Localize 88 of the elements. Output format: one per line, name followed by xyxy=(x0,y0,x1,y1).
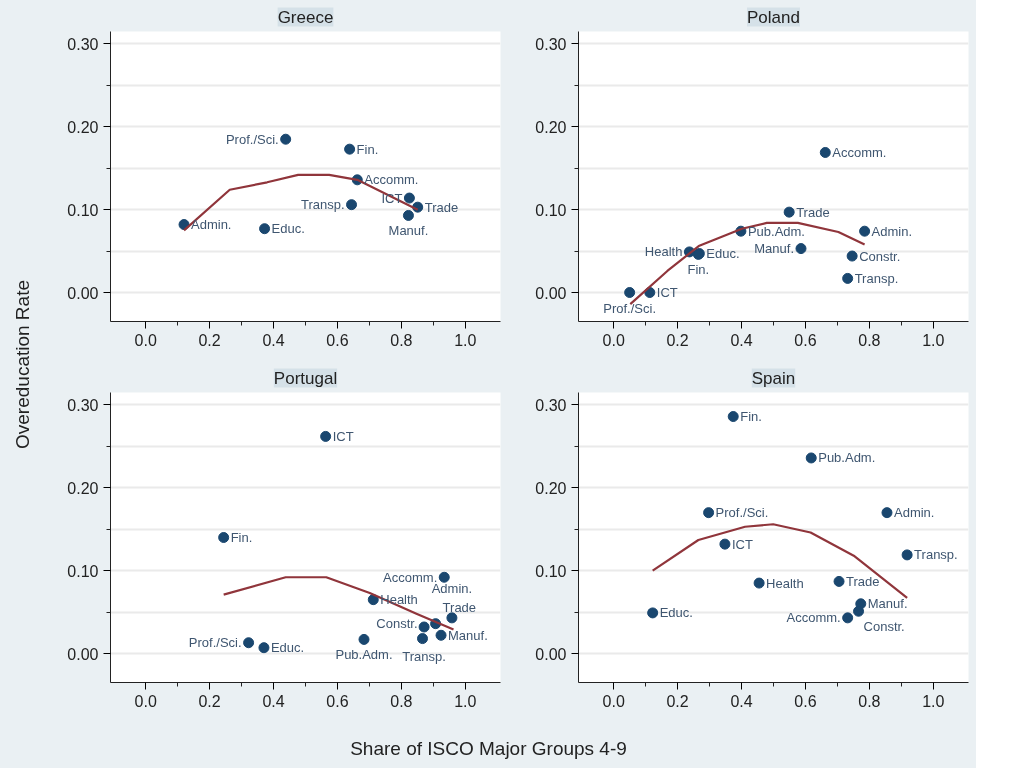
annotation: Fin. xyxy=(740,409,762,425)
x-tick-label: 0.6 xyxy=(794,692,817,710)
annotation: Health xyxy=(766,575,804,591)
x-tick-label: 0.6 xyxy=(326,692,349,710)
y-tick-label: 0.10 xyxy=(535,201,567,219)
annotation: Prof./Sci. xyxy=(188,635,242,651)
annotation: Pub.Adm. xyxy=(335,647,393,663)
annotation: Prof./Sci. xyxy=(225,131,279,147)
annotation: Fin. xyxy=(230,530,253,545)
y-tick-label: 0.00 xyxy=(535,645,567,663)
annotation: Constr. xyxy=(859,248,901,264)
y-tick-label: 0.20 xyxy=(67,479,99,497)
annotation: Transp. xyxy=(402,648,446,664)
annotation: ICT xyxy=(656,285,678,300)
annotation: Accomm. xyxy=(383,569,438,585)
y-tick-label: 0.30 xyxy=(67,35,99,53)
y-tick-label: 0.00 xyxy=(67,284,99,302)
annotation: Manuf. xyxy=(867,596,908,612)
chart-title: Poland xyxy=(747,7,800,27)
y-tick-label: 0.10 xyxy=(67,201,99,219)
y-tick-label: 0.20 xyxy=(535,118,567,136)
x-tick-label: 0.8 xyxy=(390,331,413,349)
x-tick-label: 0.4 xyxy=(262,692,285,710)
x-tick-label: 1.0 xyxy=(454,692,477,710)
x-tick-label: 1.0 xyxy=(922,692,945,710)
y-tick-label: 0.10 xyxy=(67,562,99,580)
y-tick-label: 0.30 xyxy=(535,396,567,414)
x-tick-label: 0.8 xyxy=(858,692,881,710)
x-tick-label: 0.2 xyxy=(666,331,689,349)
annotation: Fin. xyxy=(356,141,379,157)
annotation: Educ. xyxy=(659,605,693,621)
annotation: Manuf. xyxy=(388,223,429,239)
annotation: Transp. xyxy=(300,197,345,213)
annotation: Admin. xyxy=(871,223,913,239)
y-tick-label: 0.20 xyxy=(535,479,567,497)
annotation: Educ. xyxy=(270,640,305,656)
annotation: Prof./Sci. xyxy=(715,505,769,521)
x-tick-label: 0.0 xyxy=(602,331,625,349)
annotation: Trade xyxy=(424,199,459,215)
annotation: Transp. xyxy=(854,270,899,286)
annotation: Educ. xyxy=(706,246,740,262)
x-tick-label: 0.6 xyxy=(326,331,349,349)
x-tick-label: 1.0 xyxy=(922,331,945,349)
annotation: Transp. xyxy=(914,547,958,563)
y-tick-label: 0.20 xyxy=(67,118,99,136)
annotation: Trade xyxy=(846,573,880,589)
x-tick-label: 0.6 xyxy=(794,331,817,349)
chart-title: Spain xyxy=(751,368,796,388)
annotation: Constr. xyxy=(863,619,905,635)
y-tick-label: 0.00 xyxy=(67,645,99,663)
annotation: Trade xyxy=(442,600,477,616)
x-tick-label: 1.0 xyxy=(454,331,477,349)
y-tick-label: 0.30 xyxy=(535,35,567,53)
x-axis-title: Share of ISCO Major Groups 4-9 xyxy=(350,738,627,759)
y-tick-label: 0.10 xyxy=(535,562,567,580)
annotation: Educ. xyxy=(271,221,305,237)
x-tick-label: 0.2 xyxy=(666,692,689,710)
x-tick-label: 0.4 xyxy=(730,692,753,710)
annotation: Accomm. xyxy=(364,172,419,188)
x-tick-label: 0.4 xyxy=(262,331,285,349)
annotation: Admin. xyxy=(893,505,935,521)
annotation: Accomm. xyxy=(786,610,841,626)
annotation: Health xyxy=(644,244,683,260)
chart-title: Portugal xyxy=(273,368,338,388)
annotation: Constr. xyxy=(376,615,418,631)
annotation: ICT xyxy=(731,536,753,552)
annotation: Prof./Sci. xyxy=(603,300,657,316)
x-tick-label: 0.2 xyxy=(198,331,221,349)
y-tick-label: 0.30 xyxy=(67,396,99,414)
x-tick-label: 0.0 xyxy=(134,692,157,710)
x-tick-label: 0.8 xyxy=(858,331,881,349)
y-tick-label: 0.00 xyxy=(535,284,567,302)
x-tick-label: 0.0 xyxy=(602,692,625,710)
annotation: Admin. xyxy=(191,217,232,233)
y-axis-title: Overeducation Rate xyxy=(12,279,33,449)
annotation: Trade xyxy=(796,204,830,220)
annotation: Pub.Adm. xyxy=(818,450,876,466)
annotation: ICT xyxy=(332,428,354,444)
annotation: Manuf. xyxy=(448,627,488,643)
annotation: Accomm. xyxy=(832,144,887,160)
chart-title: Greece xyxy=(277,7,334,27)
annotation: Manuf. xyxy=(754,241,794,257)
x-tick-label: 0.8 xyxy=(390,692,413,710)
x-tick-label: 0.2 xyxy=(198,692,221,710)
x-tick-label: 0.0 xyxy=(134,331,157,349)
x-tick-label: 0.4 xyxy=(730,331,753,349)
annotation: Pub.Adm. xyxy=(747,223,805,239)
annotation: Fin. xyxy=(687,262,710,278)
